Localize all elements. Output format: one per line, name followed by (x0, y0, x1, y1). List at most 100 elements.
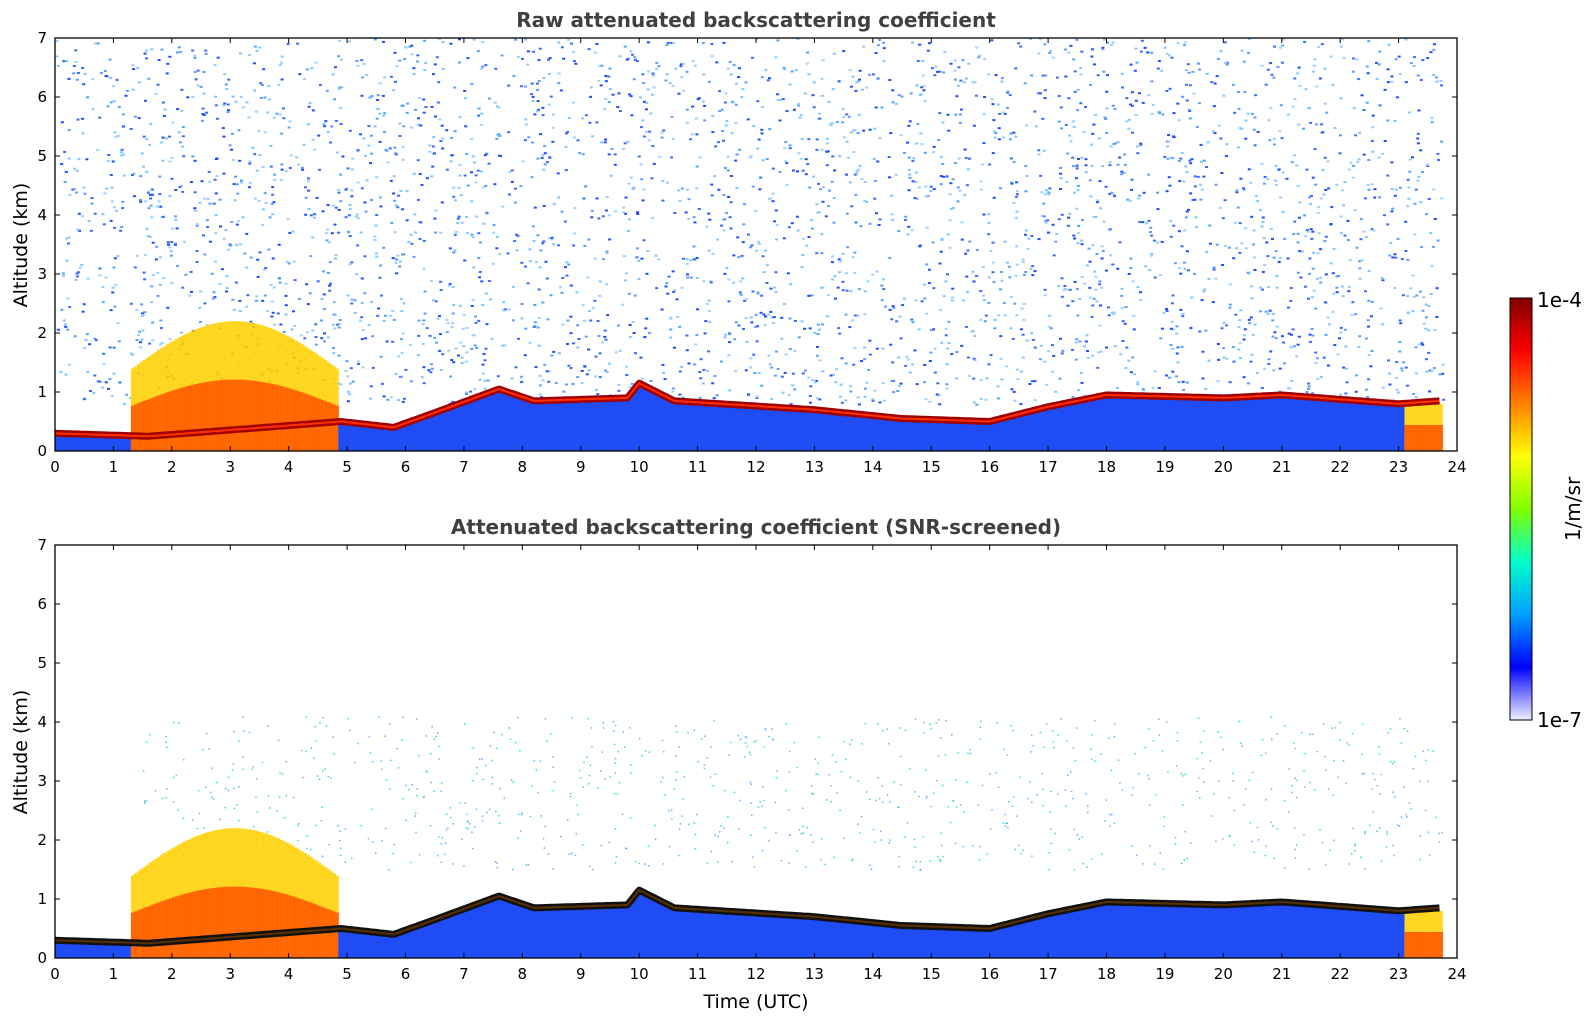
noise-pixel (151, 274, 155, 276)
noise-pixel (725, 267, 729, 269)
noise-pixel (1033, 380, 1037, 383)
noise-pixel (1040, 191, 1044, 194)
noise-pixel (116, 322, 120, 325)
noise-pixel (741, 241, 745, 244)
boundary-column (487, 389, 491, 451)
noise-pixel (1357, 78, 1361, 81)
noise-pixel (1179, 272, 1183, 275)
noise-pixel (1059, 177, 1063, 180)
noise-pixel (155, 245, 159, 248)
noise-pixel (507, 131, 511, 134)
noise-pixel (279, 179, 283, 182)
noise-pixel (593, 299, 597, 302)
noise-pixel (636, 211, 640, 214)
noise-pixel (715, 394, 719, 397)
noise-pixel (878, 38, 881, 41)
noise-pixel (628, 335, 632, 338)
boundary-column (548, 397, 552, 451)
boundary-column (823, 407, 827, 451)
noise-pixel (965, 275, 969, 278)
noise-pixel (901, 304, 905, 307)
noise-pixel (255, 49, 259, 52)
noise-pixel (833, 275, 837, 278)
noise-pixel (1193, 198, 1197, 201)
x-tick-label: 4 (284, 458, 294, 476)
noise-pixel (1116, 387, 1119, 389)
screened-noise-pixel (1303, 786, 1306, 788)
noise-pixel (681, 257, 685, 260)
noise-pixel (450, 326, 454, 329)
noise-pixel (307, 189, 311, 192)
screened-noise-pixel (1202, 781, 1205, 783)
noise-pixel (1404, 81, 1408, 84)
noise-pixel (174, 189, 178, 191)
boundary-column (1331, 395, 1335, 451)
noise-pixel (1280, 137, 1284, 140)
noise-pixel (979, 397, 983, 400)
noise-pixel (1420, 246, 1424, 249)
noise-pixel (1412, 296, 1416, 298)
noise-pixel (437, 81, 441, 84)
noise-pixel (1048, 51, 1052, 54)
noise-pixel (1286, 387, 1290, 390)
noise-pixel (549, 294, 553, 297)
noise-pixel (1261, 221, 1265, 224)
noise-pixel (1369, 365, 1373, 368)
noise-pixel (1022, 318, 1026, 321)
noise-pixel (1124, 306, 1128, 308)
boundary-column (1340, 396, 1344, 451)
noise-pixel (1159, 337, 1163, 340)
boundary-column (1074, 398, 1078, 451)
noise-pixel (1413, 202, 1417, 205)
noise-pixel (791, 372, 795, 375)
noise-pixel (1223, 41, 1227, 44)
screened-noise-pixel (212, 798, 215, 800)
boundary-column (650, 386, 655, 451)
screened-noise-pixel (475, 808, 478, 810)
noise-pixel (1389, 241, 1393, 244)
noise-pixel (477, 114, 481, 117)
noise-pixel (956, 186, 960, 189)
noise-pixel (722, 41, 726, 44)
noise-pixel (140, 338, 144, 341)
noise-pixel (957, 157, 961, 160)
boundary-column (1401, 400, 1405, 451)
boundary-column (484, 390, 488, 451)
noise-pixel (1408, 158, 1412, 161)
noise-pixel (547, 237, 551, 240)
boundary-column (1240, 394, 1245, 451)
noise-pixel (1133, 373, 1136, 376)
noise-pixel (109, 77, 113, 79)
noise-pixel (925, 312, 929, 315)
noise-pixel (528, 341, 532, 344)
noise-pixel (583, 244, 587, 247)
noise-pixel (822, 186, 825, 189)
noise-pixel (1092, 216, 1096, 218)
screened-noise-pixel (857, 823, 859, 825)
noise-pixel (1329, 223, 1333, 225)
noise-pixel (143, 278, 147, 281)
noise-pixel (1023, 273, 1026, 276)
noise-pixel (992, 119, 996, 122)
noise-pixel (788, 348, 792, 350)
screened-noise-pixel (1048, 851, 1051, 854)
noise-pixel (1169, 344, 1173, 347)
noise-pixel (1424, 303, 1428, 306)
screened-noise-pixel (977, 804, 979, 806)
noise-pixel (665, 44, 669, 46)
noise-pixel (705, 369, 709, 372)
boundary-column (75, 431, 79, 451)
screened-noise-pixel (518, 813, 520, 816)
boundary-column (414, 416, 418, 451)
noise-pixel (423, 290, 427, 293)
noise-pixel (593, 257, 597, 260)
aerosol-core (148, 398, 152, 451)
noise-pixel (356, 181, 360, 184)
noise-pixel (168, 246, 172, 249)
noise-pixel (556, 172, 560, 175)
noise-pixel (1435, 316, 1439, 318)
noise-pixel (875, 347, 879, 350)
noise-pixel (453, 233, 457, 236)
noise-pixel (335, 151, 339, 154)
boundary-column (677, 398, 681, 451)
